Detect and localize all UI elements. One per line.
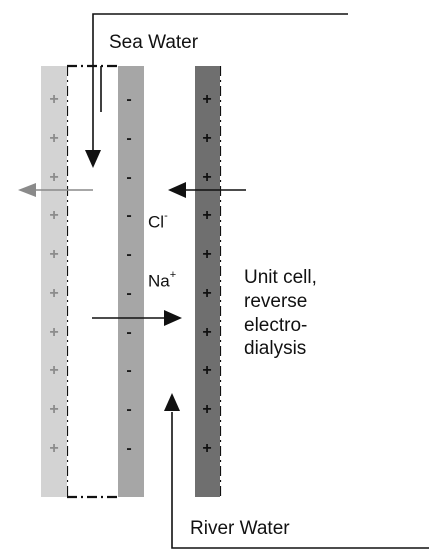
membrane-middle-sign-10: -: [126, 440, 131, 457]
membrane-middle-sign-2: -: [126, 130, 131, 147]
membrane-right-sign-1: +: [202, 91, 211, 108]
membrane-left-sign-4: +: [49, 207, 58, 224]
chloride-ion-label: Cl-: [148, 210, 168, 233]
membrane-middle-sign-8: -: [126, 362, 131, 379]
membrane-left-sign-7: +: [49, 324, 58, 341]
membrane-right-sign-9: +: [202, 401, 211, 418]
membrane-left-sign-9: +: [49, 401, 58, 418]
river-water-label: River Water: [190, 518, 290, 539]
chloride-charge: -: [164, 210, 168, 222]
unit-cell-caption: Unit cell, reverse electro- dialysis: [244, 266, 317, 361]
membrane-left-sign-2: +: [49, 130, 58, 147]
membrane-left-sign-10: +: [49, 440, 58, 457]
membrane-middle-signs: - - - - - - - - - -: [126, 91, 131, 457]
membrane-middle-sign-6: -: [126, 285, 131, 302]
sea-water-label: Sea Water: [109, 32, 199, 53]
sodium-flow-arrowhead: [164, 310, 182, 326]
chloride-flow-arrowhead: [168, 182, 186, 198]
caption-line-1: Unit cell,: [244, 267, 317, 288]
sea-water-arrowhead: [85, 150, 101, 168]
caption-line-3: electro-: [244, 314, 308, 336]
membrane-right-sign-6: +: [202, 285, 211, 302]
membrane-middle-sign-3: -: [126, 169, 131, 186]
membrane-right-sign-3: +: [202, 169, 211, 186]
membrane-left-sign-3: +: [49, 169, 58, 186]
outflow-arrowhead: [18, 183, 36, 197]
sodium-charge: +: [169, 269, 177, 281]
membrane-left: [41, 66, 67, 497]
sodium-ion-label: Na+: [148, 269, 177, 292]
caption-line-2: reverse: [244, 290, 308, 312]
membrane-middle-sign-1: -: [126, 91, 131, 108]
membrane-middle-sign-5: -: [126, 246, 131, 263]
membrane-left-sign-1: +: [49, 91, 58, 108]
membrane-left-sign-8: +: [49, 362, 58, 379]
membrane-right-signs: + + + + + + + + + +: [202, 91, 211, 457]
membrane-right-sign-7: +: [202, 324, 211, 341]
membrane-middle-sign-7: -: [126, 324, 131, 341]
membrane-middle-sign-4: -: [126, 207, 131, 224]
river-water-inlet: [171, 412, 429, 549]
membrane-right: [195, 66, 220, 497]
membrane-right-sign-4: +: [202, 207, 211, 224]
sodium-base: Na: [148, 271, 170, 291]
membrane-right-sign-2: +: [202, 130, 211, 147]
membrane-left-sign-5: +: [49, 246, 58, 263]
membrane-right-sign-5: +: [202, 246, 211, 263]
membrane-left-sign-6: +: [49, 285, 58, 302]
caption-line-4: dialysis: [244, 338, 307, 360]
river-water-arrowhead: [164, 393, 180, 411]
membrane-right-sign-8: +: [202, 362, 211, 379]
membrane-left-signs: + + + + + + + + + +: [49, 91, 58, 457]
membrane-right-sign-10: +: [202, 440, 211, 457]
membrane-middle: [118, 66, 144, 497]
sea-water-inlet: [92, 13, 348, 152]
chloride-base: Cl: [148, 212, 165, 232]
membrane-middle-sign-9: -: [126, 401, 131, 418]
